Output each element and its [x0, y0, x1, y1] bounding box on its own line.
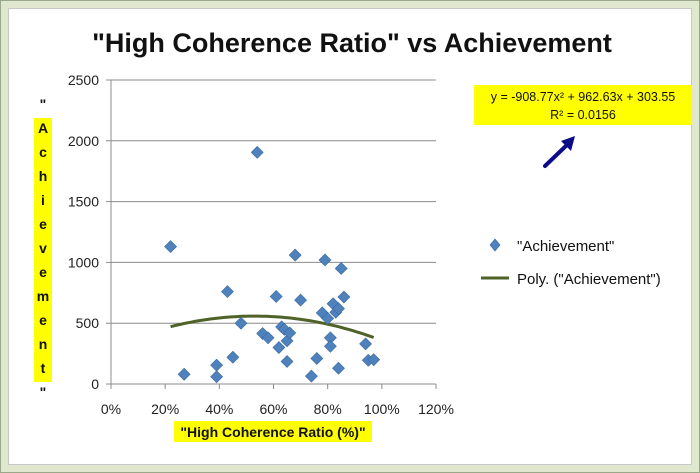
y-tick-label: 2500 — [68, 72, 99, 88]
y-axis-label-char: m — [37, 288, 49, 304]
x-tick-label: 0% — [101, 401, 121, 417]
data-point — [226, 350, 240, 364]
data-point — [210, 358, 224, 372]
x-axis-label: "High Coherence Ratio (%)" — [174, 421, 372, 442]
data-point — [321, 311, 335, 325]
data-point — [272, 341, 286, 354]
y-axis-label-char: e — [39, 312, 47, 328]
y-tick-label: 500 — [76, 315, 100, 331]
y-axis-label-char: " — [40, 96, 47, 112]
x-axis-label-highlight — [174, 421, 372, 442]
data-point — [261, 331, 275, 345]
x-tick-label: 20% — [151, 401, 179, 417]
equation-box — [474, 85, 692, 125]
equation-text: y = -908.77x² + 962.63x + 303.55 — [491, 90, 676, 104]
data-point — [177, 367, 191, 381]
x-tick-label: 40% — [205, 401, 233, 417]
poly-trendline — [170, 314, 375, 339]
data-point — [280, 355, 294, 368]
y-tick-label: 0 — [91, 376, 99, 392]
gridlines — [111, 79, 436, 324]
y-axis-label-char: c — [39, 144, 47, 160]
y-axis-label-char: t — [41, 360, 46, 376]
y-axis-ticks: 0 500 1000 1500 2000 2500 — [68, 72, 99, 392]
equation-annotation: y = -908.77x² + 962.63x + 303.55 R² = 0.… — [474, 85, 692, 125]
y-axis-label-char: " — [40, 384, 47, 400]
y-axis-label-char: e — [39, 216, 47, 232]
data-point — [283, 326, 297, 340]
y-tick-label: 1000 — [68, 254, 99, 270]
data-point — [332, 302, 345, 316]
axes — [106, 79, 437, 389]
x-tick-label: 100% — [364, 401, 400, 417]
data-points — [164, 145, 381, 384]
data-point — [332, 361, 345, 375]
legend-marker-achievement — [489, 238, 501, 252]
y-axis-label-char: n — [39, 336, 48, 352]
y-axis-label: "Achievement" — [34, 96, 52, 400]
pointer-arrow-icon — [543, 136, 575, 168]
x-axis-ticks: 0% 20% 40% 60% 80% 100% 120% — [101, 401, 454, 417]
data-point — [250, 145, 264, 159]
data-point — [318, 253, 332, 267]
y-axis-label-char: e — [39, 264, 47, 280]
data-point — [304, 369, 318, 383]
x-tick-label: 60% — [259, 401, 287, 417]
y-axis-label-char: v — [39, 240, 47, 256]
y-axis-label-char: i — [41, 192, 45, 208]
y-axis-label-highlight — [34, 118, 52, 382]
data-point — [334, 262, 348, 275]
r-squared-text: R² = 0.0156 — [550, 108, 616, 122]
y-tick-label: 1500 — [68, 194, 99, 210]
data-point — [164, 240, 178, 254]
x-tick-label: 80% — [314, 401, 342, 417]
data-point — [221, 285, 234, 299]
legend: "Achievement" Poly. ("Achievement") — [481, 238, 661, 288]
data-point — [288, 248, 302, 262]
data-point — [323, 339, 337, 353]
legend-label-achievement: "Achievement" — [517, 238, 614, 255]
data-point — [310, 352, 324, 365]
data-point — [337, 290, 351, 304]
data-point — [367, 353, 381, 367]
chart-title: "High Coherence Ratio" vs Achievement — [92, 28, 612, 58]
legend-label-trendline: Poly. ("Achievement") — [517, 271, 661, 288]
data-point — [359, 337, 373, 351]
y-axis-label-char: h — [39, 168, 48, 184]
data-point — [234, 316, 248, 330]
data-point — [210, 370, 224, 384]
chart-area — [8, 8, 692, 465]
x-axis-label-text: "High Coherence Ratio (%)" — [180, 424, 365, 440]
y-axis-label-char: A — [38, 120, 48, 136]
data-point — [294, 293, 308, 307]
y-tick-label: 2000 — [68, 133, 99, 149]
data-point — [269, 290, 283, 303]
x-tick-label: 120% — [418, 401, 454, 417]
